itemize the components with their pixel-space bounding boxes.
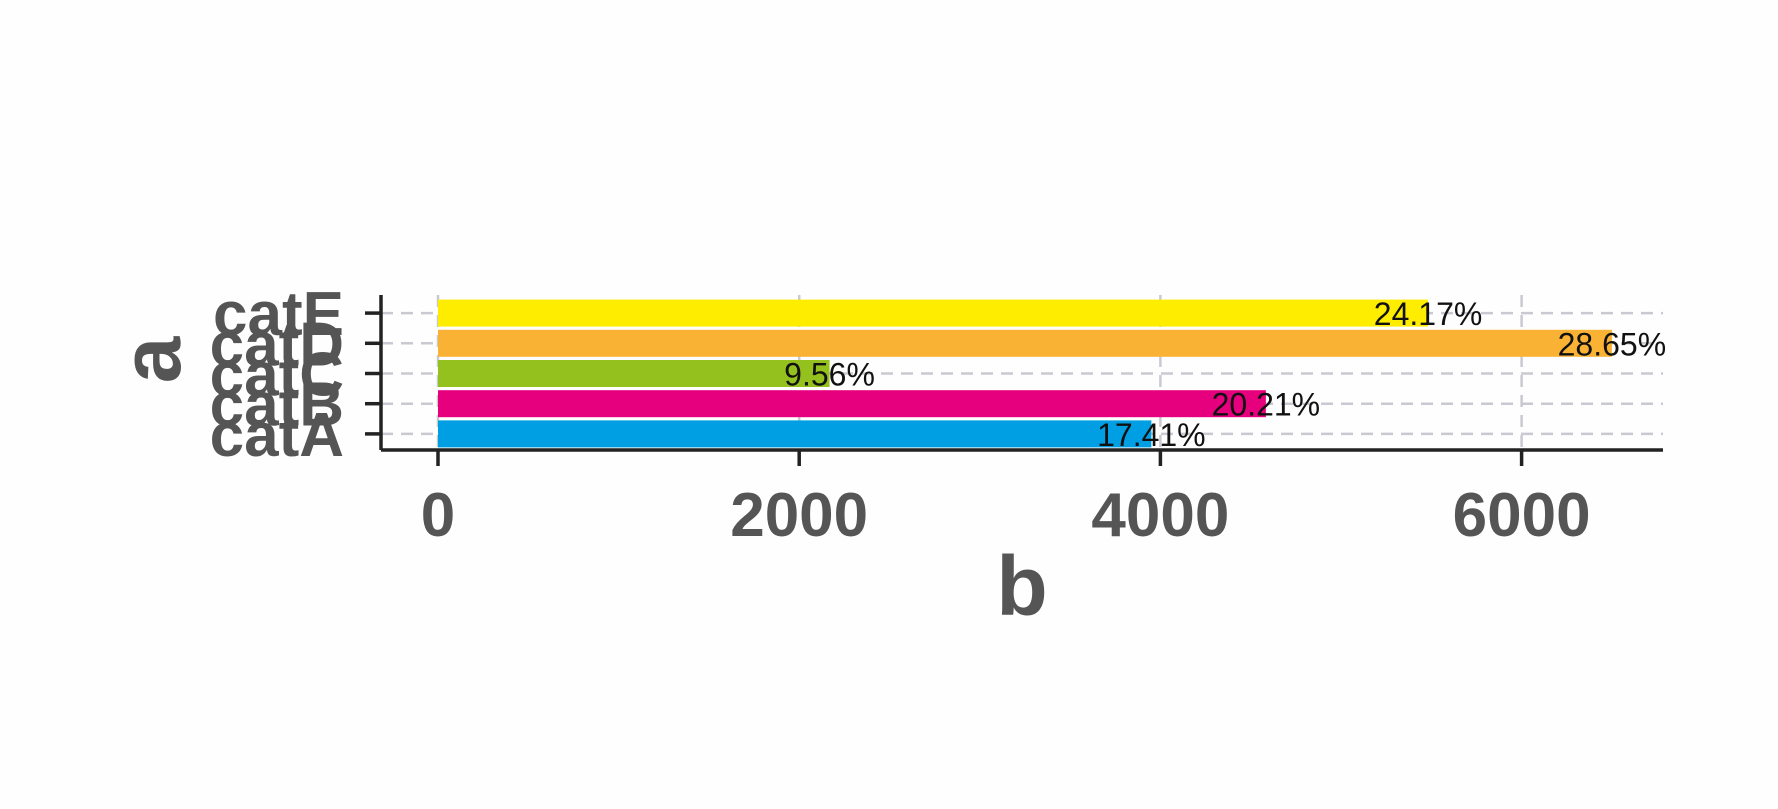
bar-catE	[438, 299, 1429, 327]
data-label-catA: 17.41%	[1097, 417, 1206, 453]
x-tick-label: 0	[421, 481, 455, 550]
y-tick-label-catE: catE	[213, 280, 344, 349]
y-tick-label-catD: catD	[210, 310, 344, 379]
bar-catA	[438, 420, 1152, 448]
x-tick-label: 6000	[1453, 481, 1591, 550]
x-axis-title: b	[996, 539, 1047, 633]
axes	[365, 295, 1663, 466]
y-tick-label-catB: catB	[210, 371, 344, 440]
y-tick-label-catA: catA	[210, 401, 344, 470]
x-tick-label: 4000	[1091, 481, 1229, 550]
data-label-catE: 24.17%	[1374, 296, 1483, 332]
data-label-catB: 20.21%	[1212, 387, 1321, 423]
bar-catB	[438, 390, 1266, 418]
data-label-catD: 28.65%	[1558, 326, 1667, 362]
data-label-catC: 9.56%	[784, 357, 875, 393]
bar-catD	[438, 329, 1612, 357]
bars	[438, 299, 1612, 448]
y-axis-title: a	[104, 335, 198, 383]
y-tick-label-catC: catC	[210, 341, 344, 410]
data-labels: 17.41%20.21% 9.56% 28.65% 24.17%	[784, 296, 1666, 453]
x-tick-label: 2000	[730, 481, 868, 550]
bar-catC	[438, 360, 830, 387]
